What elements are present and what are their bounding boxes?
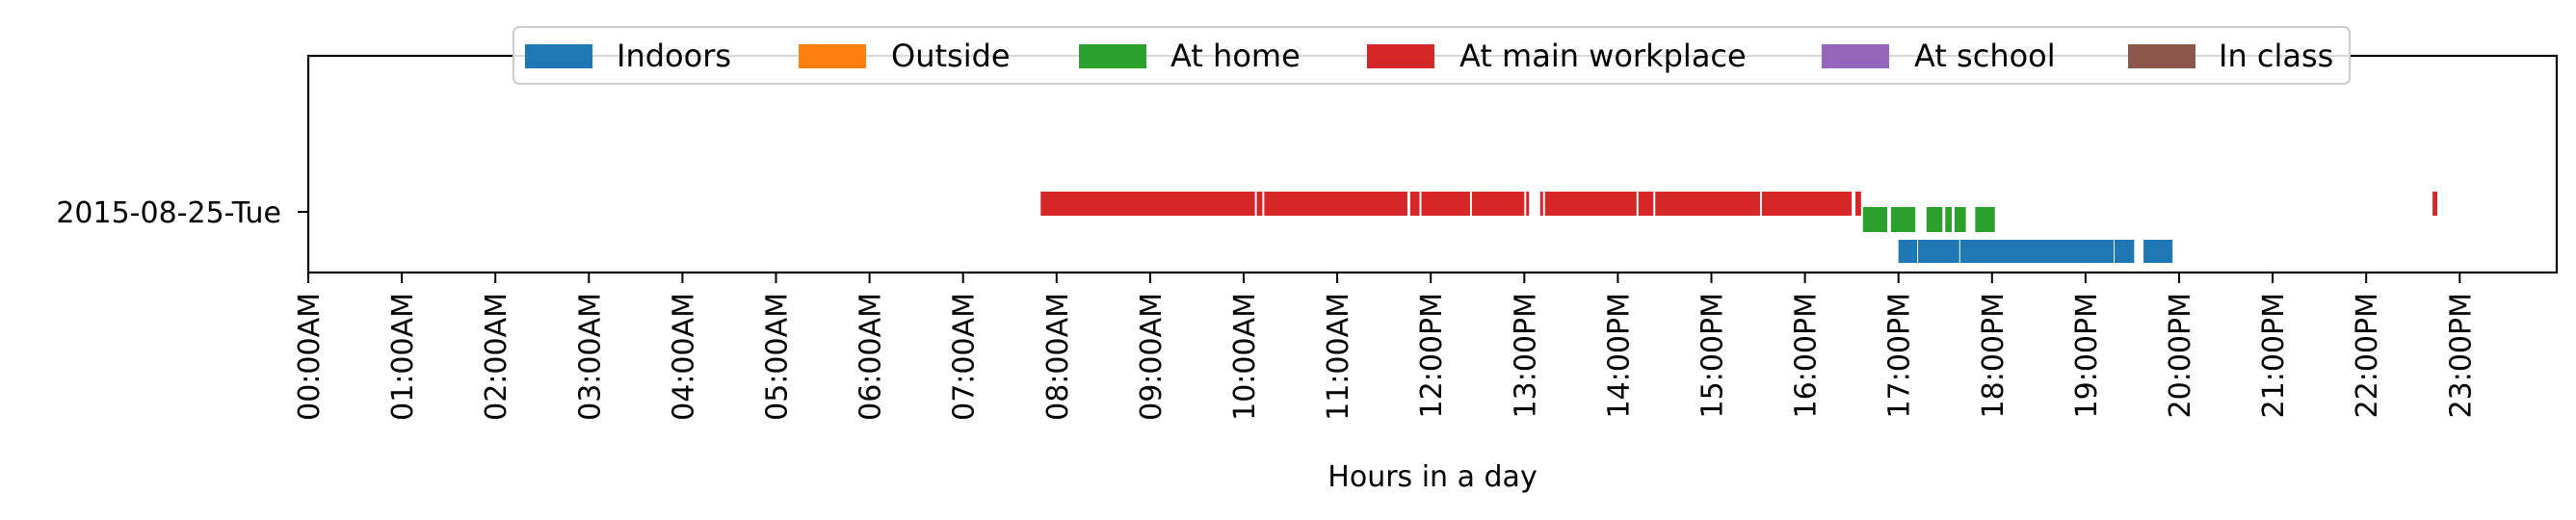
x-tick-label: 04:00AM	[667, 293, 700, 421]
x-tick-label: 00:00AM	[293, 293, 327, 421]
at-main-workplace-bar	[1761, 192, 1853, 216]
x-tick-label: 09:00AM	[1135, 293, 1169, 421]
at-main-workplace-bar	[1256, 192, 1263, 216]
x-tick-label: 16:00PM	[1790, 293, 1824, 418]
at-main-workplace-bar	[1040, 192, 1255, 216]
indoors-bar	[1959, 240, 2115, 263]
at-main-workplace-bar	[1544, 192, 1637, 216]
x-tick-label: 06:00AM	[854, 293, 888, 421]
at-home-bar	[1945, 207, 1953, 232]
plot-frame	[306, 54, 2559, 274]
at-main-workplace-bar	[2432, 192, 2437, 216]
x-tick-label: 14:00PM	[1602, 293, 1636, 418]
legend-label-outside: Outside	[891, 38, 1011, 74]
at-home-bar	[1926, 207, 1943, 232]
at-main-workplace-bar	[1638, 192, 1654, 216]
activity-bars	[1040, 192, 2437, 263]
at-home-bar	[1954, 207, 1966, 232]
x-tick-label: 05:00AM	[761, 293, 795, 421]
indoors-bar	[2115, 240, 2135, 263]
x-tick-label: 08:00AM	[1041, 293, 1075, 421]
x-axis-title: Hours in a day	[1327, 460, 1537, 494]
x-tick-label: 12:00PM	[1415, 293, 1449, 418]
indoors-bar	[2143, 240, 2173, 263]
legend-swatch-at-home	[1079, 44, 1146, 68]
at-main-workplace-bar	[1264, 192, 1407, 216]
x-tick-label: 10:00AM	[1228, 293, 1262, 421]
at-home-bar	[1862, 207, 1888, 232]
x-tick-label: 22:00PM	[2351, 293, 2384, 418]
legend-label-at-school: At school	[1914, 38, 2056, 74]
x-tick-label: 02:00AM	[480, 293, 513, 421]
at-main-workplace-bar	[1539, 192, 1543, 216]
legend-label-in-class: In class	[2219, 38, 2333, 74]
x-tick-label: 20:00PM	[2164, 293, 2197, 418]
at-main-workplace-bar	[1655, 192, 1760, 216]
y-axis: 2015-08-25-Tue	[56, 196, 308, 230]
x-tick-label: 13:00PM	[1509, 293, 1542, 418]
legend-swatch-in-class	[2128, 44, 2195, 68]
x-axis: 00:00AM 01:00AM 02:00AM 03:00AM 04:00AM 05:00…	[293, 273, 2478, 421]
legend-swatch-indoors	[525, 44, 592, 68]
legend-swatch-at-main-workplace	[1367, 44, 1434, 68]
at-main-workplace-bar	[1855, 192, 1861, 216]
x-tick-label: 17:00PM	[1883, 293, 1917, 418]
legend-label-at-home: At home	[1170, 38, 1301, 74]
at-main-workplace-bar	[1526, 192, 1530, 216]
at-main-workplace-bar	[1421, 192, 1470, 216]
legend: Indoors Outside At home At main workplace At…	[513, 26, 2351, 85]
at-main-workplace-bar	[1409, 192, 1420, 216]
indoors-bar	[1918, 240, 1959, 263]
y-tick-label: 2015-08-25-Tue	[56, 196, 281, 230]
indoors-bar	[1898, 240, 1918, 263]
x-tick-label: 11:00AM	[1322, 293, 1355, 421]
x-tick-label: 23:00PM	[2444, 293, 2478, 418]
x-tick-label: 03:00AM	[573, 293, 607, 421]
legend-label-at-main-workplace: At main workplace	[1459, 38, 1747, 74]
x-tick-label: 01:00AM	[386, 293, 420, 421]
x-tick-label: 07:00AM	[948, 293, 982, 421]
x-tick-label: 19:00PM	[2070, 293, 2104, 418]
legend-swatch-outside	[799, 44, 866, 68]
x-tick-label: 18:00PM	[1977, 293, 2011, 418]
x-tick-label: 15:00PM	[1696, 293, 1730, 418]
at-home-bar	[1975, 207, 1995, 232]
legend-label-indoors: Indoors	[617, 38, 731, 74]
legend-swatch-at-school	[1822, 44, 1889, 68]
x-tick-label: 21:00PM	[2257, 293, 2291, 418]
at-main-workplace-bar	[1471, 192, 1525, 216]
at-home-bar	[1890, 207, 1916, 232]
